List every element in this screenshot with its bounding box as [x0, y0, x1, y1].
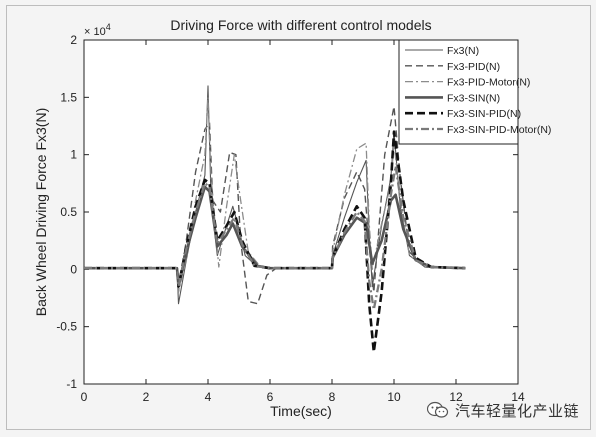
- y-tick-label: 0.5: [60, 205, 77, 219]
- y-tick-label: -1: [66, 377, 77, 391]
- legend-label-3: Fx3-PID-Motor(N): [447, 77, 530, 89]
- legend-label-4: Fx3-SIN(N): [447, 92, 500, 104]
- legend-box: [398, 39, 519, 145]
- y-multiplier-label: × 104: [84, 22, 111, 38]
- y-multiplier-exp: 4: [106, 22, 111, 32]
- legend: Fx3(N) Fx3-PID(N) Fx3-PID-Motor(N) Fx3-SIN(…: [398, 39, 551, 145]
- legend-label-5: Fx3-SIN-PID(N): [447, 108, 521, 120]
- series-lines: [84, 85, 466, 354]
- x-tick-label: 0: [81, 390, 88, 404]
- x-tick-label: 4: [205, 390, 212, 404]
- figure-border: [6, 5, 591, 430]
- y-axis-label: Back Wheel Driving Force Fx3(N): [33, 108, 49, 317]
- y-tick-label: 2: [70, 33, 77, 47]
- x-tick-label: 6: [267, 390, 274, 404]
- x-axis-label: Time(sec): [270, 403, 332, 419]
- watermark: 汽车轻量化产业链: [427, 398, 587, 422]
- series-line-6: [84, 164, 466, 311]
- x-tick-label: 10: [387, 390, 401, 404]
- x-tick-label: 2: [143, 390, 150, 404]
- y-tick-label: -0.5: [56, 320, 77, 334]
- y-tick-label: 0: [70, 262, 77, 276]
- watermark-text: 汽车轻量化产业链: [455, 401, 580, 420]
- y-tick-label: 1: [70, 148, 77, 162]
- wechat-icon: [427, 401, 449, 418]
- legend-label-1: Fx3(N): [447, 45, 479, 57]
- y-tick-label: 1.5: [60, 90, 77, 104]
- x-tick-label: 8: [329, 390, 336, 404]
- chart-title: Driving Force with different control mod…: [170, 17, 431, 33]
- series-line-2: [84, 105, 466, 305]
- x-tick-label: 14: [511, 390, 525, 404]
- legend-label-2: Fx3-PID(N): [447, 61, 500, 73]
- y-multiplier-base: × 10: [84, 26, 106, 38]
- legend-label-6: Fx3-SIN-PID-Motor(N): [447, 124, 551, 136]
- x-tick-label: 12: [449, 390, 463, 404]
